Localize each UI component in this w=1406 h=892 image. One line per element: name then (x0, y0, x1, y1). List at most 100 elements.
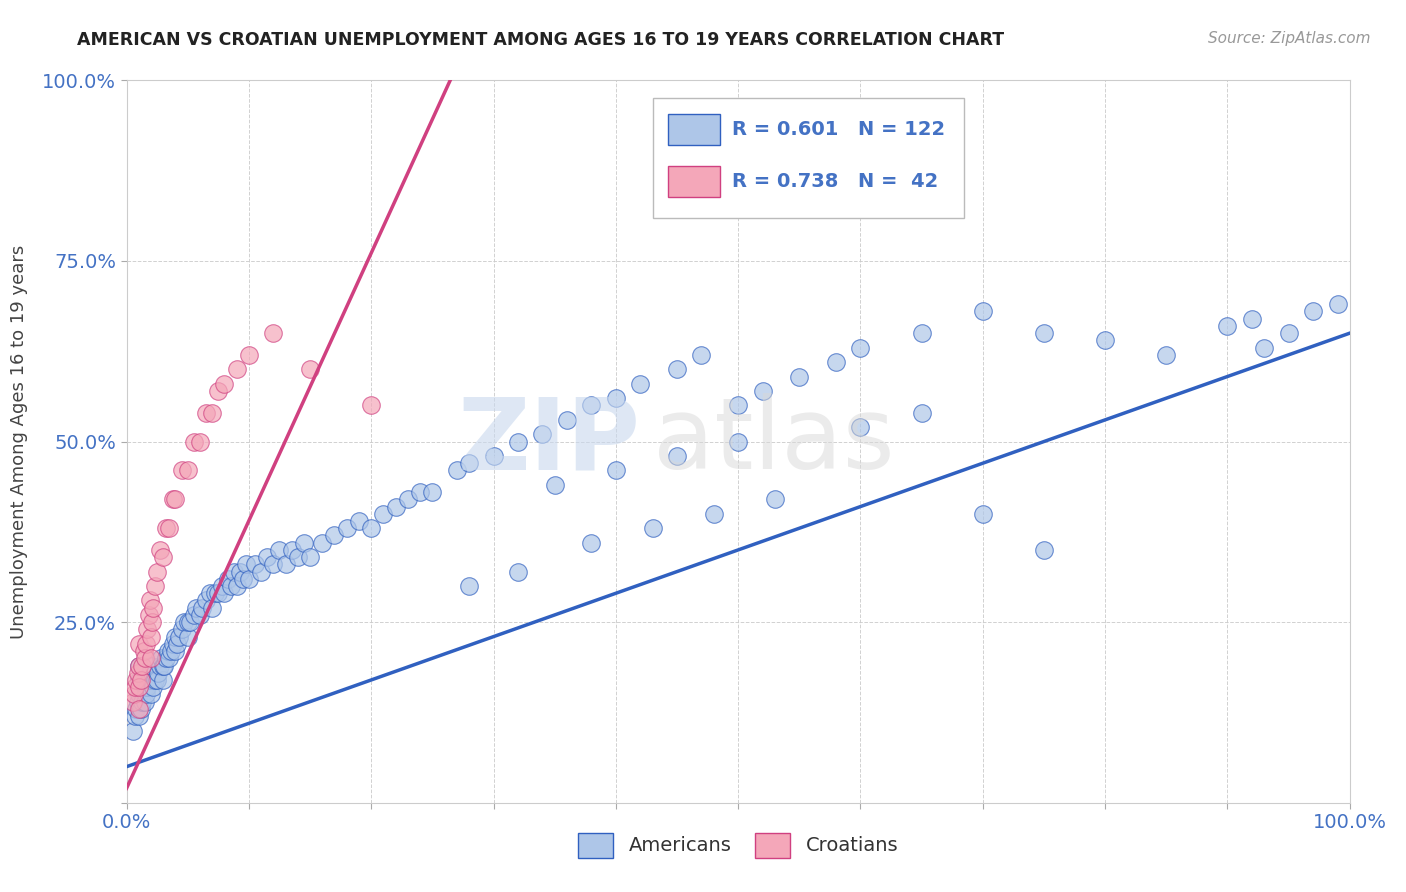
Point (139, 630, 162, 644)
Point (125, 702, 148, 716)
Point (506, 434, 529, 449)
Point (177, 615, 200, 630)
Point (131, 695, 153, 709)
Text: AMERICAN VS CROATIAN UNEMPLOYMENT AMONG AGES 16 TO 19 YEARS CORRELATION CHART: AMERICAN VS CROATIAN UNEMPLOYMENT AMONG … (77, 31, 1004, 49)
Point (159, 644, 181, 658)
Point (134, 680, 156, 694)
Point (360, 521, 382, 535)
Point (972, 304, 994, 318)
Point (336, 521, 359, 535)
Point (162, 637, 184, 651)
Point (214, 376, 236, 391)
Point (127, 695, 149, 709)
Point (422, 485, 444, 500)
Point (628, 376, 651, 391)
Point (125, 673, 148, 687)
Point (849, 341, 872, 355)
Point (177, 463, 200, 477)
Point (1302, 304, 1324, 318)
Point (157, 644, 180, 658)
Point (131, 658, 153, 673)
Point (127, 665, 149, 680)
Point (128, 687, 150, 701)
Point (146, 673, 169, 687)
Point (183, 434, 205, 449)
Point (132, 644, 155, 658)
Point (235, 558, 257, 572)
Point (262, 326, 284, 340)
Point (177, 630, 200, 644)
Point (269, 542, 291, 557)
Point (195, 593, 218, 607)
Point (323, 528, 346, 542)
Point (204, 586, 226, 600)
Point (146, 565, 169, 579)
Point (124, 709, 146, 723)
Point (214, 586, 236, 600)
Point (641, 521, 664, 535)
Point (121, 723, 143, 738)
Point (787, 369, 810, 384)
Point (186, 600, 208, 615)
Point (191, 600, 214, 615)
Text: ZIP: ZIP (457, 393, 640, 490)
Point (347, 514, 370, 528)
Legend: Americans, Croatians: Americans, Croatians (571, 825, 905, 865)
Point (135, 637, 157, 651)
Point (690, 348, 713, 362)
Point (135, 687, 157, 701)
Point (142, 680, 165, 694)
Text: N = 122: N = 122 (858, 120, 945, 139)
Point (122, 687, 145, 701)
Point (155, 651, 177, 665)
Point (198, 586, 221, 600)
Point (136, 680, 159, 694)
Point (1156, 348, 1178, 362)
Point (134, 651, 156, 665)
Point (157, 651, 180, 665)
Point (256, 550, 278, 565)
Point (139, 687, 162, 701)
Point (446, 463, 468, 477)
Point (1326, 297, 1348, 311)
Text: N =  42: N = 42 (858, 172, 938, 191)
Point (292, 535, 315, 549)
Point (229, 565, 252, 579)
Point (143, 673, 166, 687)
FancyBboxPatch shape (668, 113, 720, 145)
Point (274, 558, 297, 572)
Point (165, 492, 187, 507)
Point (128, 709, 150, 723)
Point (148, 542, 170, 557)
Point (1240, 311, 1263, 326)
Point (384, 500, 406, 514)
Point (142, 600, 165, 615)
Point (825, 355, 848, 369)
Point (299, 362, 322, 376)
Point (703, 507, 725, 521)
Point (153, 658, 176, 673)
Point (141, 615, 163, 630)
Point (139, 673, 162, 687)
Point (207, 384, 229, 398)
Point (482, 449, 505, 463)
Point (152, 658, 174, 673)
Point (207, 586, 229, 600)
Point (165, 644, 187, 658)
Point (763, 492, 786, 507)
Point (152, 673, 174, 687)
Point (138, 607, 160, 622)
Point (162, 492, 184, 507)
Point (458, 456, 481, 470)
Point (250, 565, 273, 579)
Point (201, 406, 224, 420)
Point (225, 579, 247, 593)
Point (195, 406, 218, 420)
Point (506, 565, 529, 579)
Point (129, 673, 152, 687)
Text: R = 0.738: R = 0.738 (733, 172, 838, 191)
Point (581, 398, 603, 412)
Point (167, 630, 190, 644)
Point (188, 607, 211, 622)
Point (1032, 326, 1054, 340)
